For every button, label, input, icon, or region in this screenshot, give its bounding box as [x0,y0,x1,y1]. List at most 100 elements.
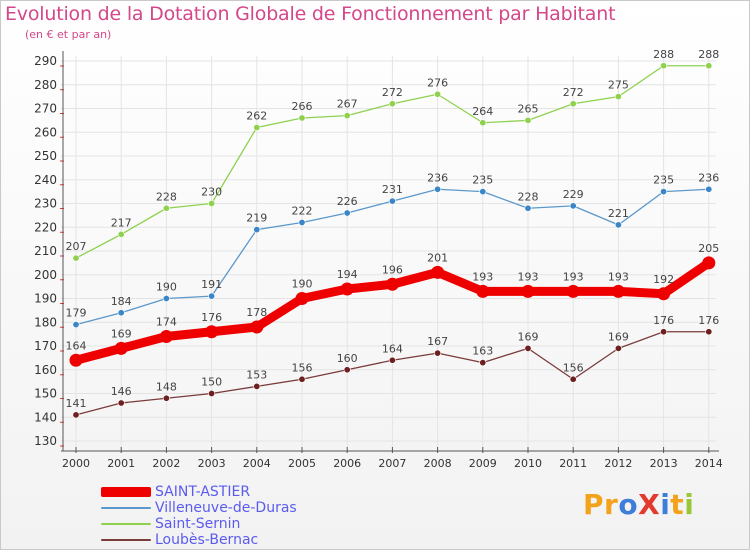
logo-letter: o [618,488,639,521]
data-point-loubes-bernac [479,359,487,367]
logo-letter: i [684,488,695,521]
data-label-saint-astier: 178 [246,306,267,319]
data-label-saint-astier: 190 [292,278,313,291]
data-point-loubes-bernac [208,389,216,397]
data-label-saint-astier: 164 [66,339,87,352]
data-label-loubes-bernac: 156 [563,361,584,374]
x-tick-label: 2001 [107,457,135,470]
y-tick-label: 200 [34,268,57,282]
x-tick-label: 2013 [650,457,678,470]
data-label-saint-sernin: 267 [337,98,358,111]
data-point-loubes-bernac [434,349,442,357]
data-label-saint-astier: 193 [608,270,629,283]
data-label-saint-astier: 205 [698,242,719,255]
data-label-saint-sernin: 272 [563,86,584,99]
legend-swatch-saint-astier [101,487,151,497]
legend-swatch-loubes-bernac [101,539,151,541]
data-point-saint-sernin [162,204,170,212]
data-point-saint-sernin [660,62,668,70]
data-point-saint-sernin [72,254,80,262]
data-label-saint-sernin: 288 [653,48,674,61]
data-point-saint-astier [521,284,535,298]
data-point-saint-astier [205,325,219,339]
data-label-saint-astier: 174 [156,316,177,329]
y-tick-label: 220 [34,220,57,234]
logo-letter: P [583,488,605,521]
data-point-saint-sernin [208,200,216,208]
x-tick-label: 2009 [469,457,497,470]
y-tick-label: 160 [34,363,57,377]
x-tick-label: 2005 [288,457,316,470]
data-point-saint-sernin [298,114,306,122]
data-point-villeneuve-de-duras [660,188,668,196]
proxiti-logo: ProXiti [583,489,694,521]
data-point-loubes-bernac [117,399,125,407]
data-point-saint-sernin [117,230,125,238]
y-tick-label: 270 [34,102,57,116]
data-label-loubes-bernac: 176 [698,314,719,327]
legend-label-villeneuve-de-duras: Villeneuve-de-Duras [155,500,297,516]
data-label-loubes-bernac: 146 [111,385,132,398]
data-label-saint-astier: 169 [111,327,132,340]
data-label-villeneuve-de-duras: 221 [608,207,629,220]
legend-label-saint-sernin: Saint-Sernin [155,516,241,532]
data-point-saint-astier [114,341,128,355]
data-point-saint-sernin [343,112,351,120]
data-point-villeneuve-de-duras [72,321,80,329]
data-point-saint-astier [702,256,716,270]
data-point-loubes-bernac [660,328,668,336]
data-point-saint-sernin [434,90,442,98]
data-point-saint-astier [250,320,264,334]
data-label-villeneuve-de-duras: 179 [66,307,87,320]
data-point-saint-sernin [705,62,713,70]
data-label-loubes-bernac: 160 [337,352,358,365]
y-tick-label: 240 [34,173,57,187]
data-point-villeneuve-de-duras [705,185,713,193]
data-label-saint-sernin: 228 [156,190,177,203]
data-point-saint-sernin [614,93,622,101]
data-point-loubes-bernac [298,375,306,383]
y-tick-label: 180 [34,315,57,329]
data-point-loubes-bernac [614,344,622,352]
data-label-saint-sernin: 266 [292,100,313,113]
logo-letter: i [660,488,671,521]
data-point-villeneuve-de-duras [343,209,351,217]
data-point-loubes-bernac [343,366,351,374]
data-label-villeneuve-de-duras: 219 [246,212,267,225]
data-point-villeneuve-de-duras [569,202,577,210]
x-tick-label: 2014 [695,457,723,470]
data-point-saint-astier [431,265,445,279]
data-point-saint-astier [657,287,671,301]
y-tick-label: 190 [34,292,57,306]
data-label-villeneuve-de-duras: 184 [111,295,132,308]
x-tick-label: 2000 [62,457,90,470]
data-label-saint-sernin: 275 [608,79,629,92]
data-label-loubes-bernac: 153 [246,368,267,381]
data-label-villeneuve-de-duras: 228 [518,190,539,203]
y-tick-label: 280 [34,78,57,92]
y-tick-label: 210 [34,244,57,258]
data-point-saint-sernin [569,100,577,108]
x-tick-label: 2004 [243,457,271,470]
data-point-villeneuve-de-duras [162,294,170,302]
x-tick-label: 2011 [559,457,587,470]
data-point-loubes-bernac [253,382,261,390]
data-point-villeneuve-de-duras [298,219,306,227]
y-tick-label: 230 [34,197,57,211]
data-point-villeneuve-de-duras [524,204,532,212]
data-label-saint-sernin: 276 [427,76,448,89]
data-label-loubes-bernac: 167 [427,335,448,348]
logo-letter: X [638,488,661,521]
data-label-saint-astier: 196 [382,263,403,276]
data-label-loubes-bernac: 156 [292,361,313,374]
data-label-saint-sernin: 288 [698,48,719,61]
x-tick-label: 2002 [152,457,180,470]
logo-letter: t [670,488,685,521]
logo-letter: r [604,488,619,521]
data-label-villeneuve-de-duras: 231 [382,183,403,196]
data-point-saint-sernin [524,116,532,124]
data-label-loubes-bernac: 141 [66,397,87,410]
data-label-loubes-bernac: 148 [156,380,177,393]
